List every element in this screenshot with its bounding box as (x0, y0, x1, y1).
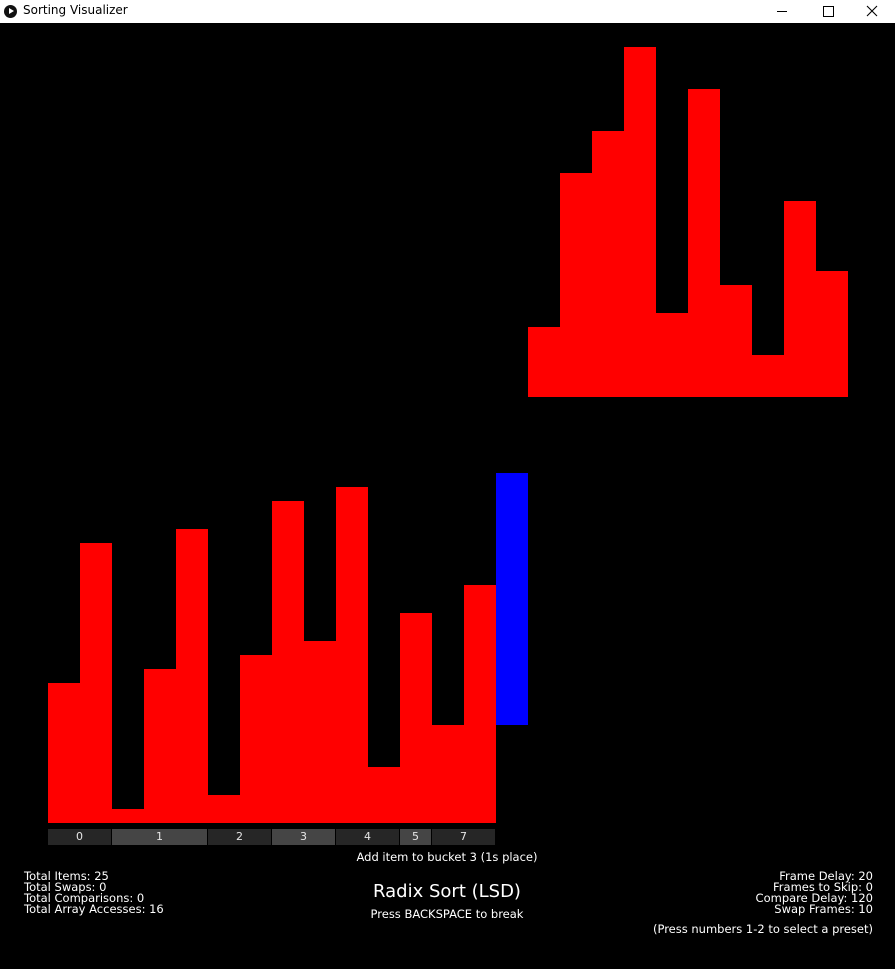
bar (272, 501, 304, 823)
bucket-label: 5 (400, 829, 432, 845)
bucket-label: 1 (112, 829, 208, 845)
window-title: Sorting Visualizer (23, 3, 128, 17)
aux-bar (528, 327, 560, 397)
aux-bar (752, 355, 784, 397)
aux-bar (592, 131, 624, 397)
status-message: Add item to bucket 3 (1s place) (356, 850, 538, 864)
title-bar: Sorting Visualizer (0, 0, 895, 23)
bar (464, 585, 496, 823)
stat-total-array-accesses: Total Array Accesses: 16 (24, 902, 164, 916)
stat-total-items: Total Items: 25 (24, 869, 109, 883)
bucket-label: 7 (432, 829, 496, 845)
close-icon (866, 5, 878, 17)
app-play-icon (4, 5, 17, 18)
aux-bar (816, 271, 848, 397)
bar (304, 641, 336, 823)
bar (80, 543, 112, 823)
algorithm-hint: Press BACKSPACE to break (370, 907, 524, 921)
setting-swap-frames: Swap Frames: 10 (774, 902, 873, 916)
bar (400, 613, 432, 823)
stat-total-swaps: Total Swaps: 0 (24, 880, 107, 894)
aux-bar (624, 47, 656, 397)
aux-bar (784, 201, 816, 397)
bar (336, 487, 368, 823)
aux-bar (720, 285, 752, 397)
bar (432, 725, 464, 823)
close-button[interactable] (849, 0, 895, 23)
maximize-button[interactable] (805, 0, 851, 23)
algorithm-name: Radix Sort (LSD) (373, 881, 521, 902)
setting-frame-delay: Frame Delay: 20 (779, 869, 873, 883)
aux-bar (560, 173, 592, 397)
bucket-label: 4 (336, 829, 400, 845)
bucket-label: 0 (48, 829, 112, 845)
preset-hint: (Press numbers 1-2 to select a preset) (652, 922, 873, 936)
bar (112, 809, 144, 823)
bucket-label: 2 (208, 829, 272, 845)
bar (240, 655, 272, 823)
bar (208, 795, 240, 823)
minimize-button[interactable] (759, 0, 805, 23)
bucket-label: 3 (272, 829, 336, 845)
setting-frames-to-skip: Frames to Skip: 0 (773, 880, 873, 894)
bar (176, 529, 208, 823)
bar (144, 669, 176, 823)
setting-compare-delay: Compare Delay: 120 (755, 891, 873, 905)
stat-total-comparisons: Total Comparisons: 0 (24, 891, 145, 905)
bar (368, 767, 400, 823)
active-bar (496, 473, 528, 725)
aux-bar (656, 313, 688, 397)
aux-bar (688, 89, 720, 397)
bar (48, 683, 80, 823)
